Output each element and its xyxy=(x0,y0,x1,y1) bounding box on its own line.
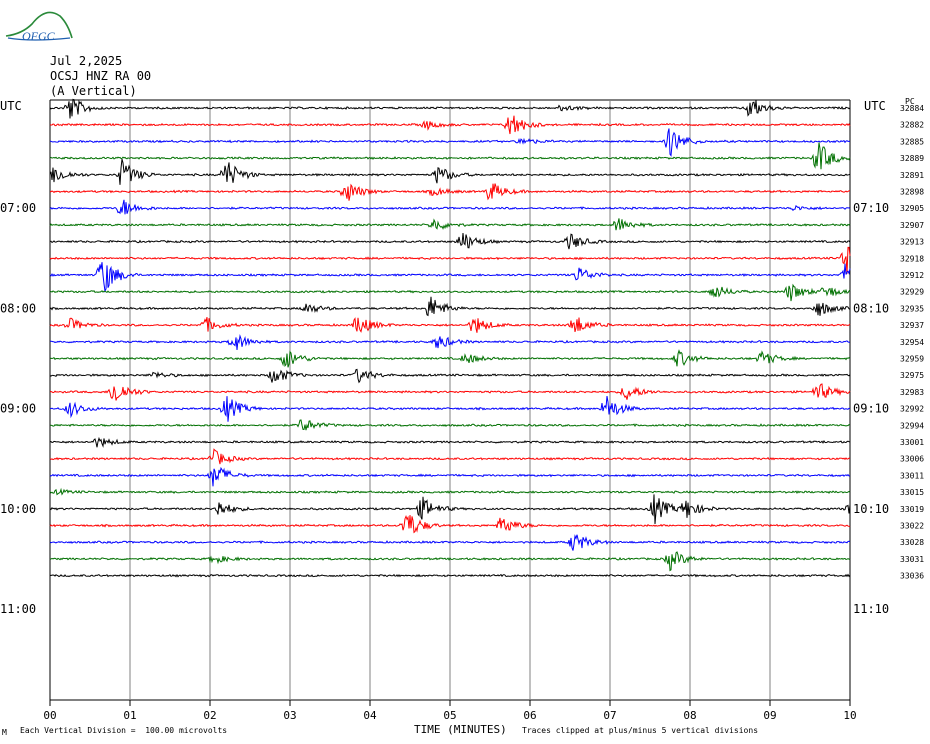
x-tick-label: 05 xyxy=(443,709,456,722)
seismic-trace xyxy=(49,534,851,551)
seismic-trace xyxy=(49,232,851,250)
trace-id-label: 32918 xyxy=(900,254,924,263)
trace-id-label: 32935 xyxy=(900,304,924,313)
x-tick-label: 07 xyxy=(603,709,616,722)
corner-mark: M xyxy=(2,728,7,737)
logo-text: OFGC xyxy=(22,29,56,43)
left-time-label: 11:00 xyxy=(0,602,36,616)
x-tick-label: 08 xyxy=(683,709,696,722)
right-time-label: 08:10 xyxy=(853,301,889,315)
trace-id-label: 32905 xyxy=(900,204,924,213)
clip-note: Traces clipped at plus/minus 5 vertical … xyxy=(522,726,759,735)
trace-id-label: 32959 xyxy=(900,355,924,364)
trace-id-label: 32907 xyxy=(900,221,924,230)
left-time-label: 07:00 xyxy=(0,201,36,215)
seismic-trace xyxy=(49,98,851,119)
trace-id-label: 33028 xyxy=(900,538,924,547)
trace-id-label: 33019 xyxy=(900,505,924,514)
scale-note: Each Vertical Division = 100.00 microvol… xyxy=(20,726,228,735)
seismic-trace xyxy=(49,515,851,534)
seismic-trace xyxy=(49,494,851,525)
right-time-label: 10:10 xyxy=(853,502,889,516)
trace-id-label: 33001 xyxy=(900,438,924,447)
seismic-trace xyxy=(49,199,851,215)
trace-id-label: 32954 xyxy=(900,338,924,347)
seismic-trace xyxy=(49,158,851,185)
seismic-trace xyxy=(49,283,851,302)
seismic-trace xyxy=(49,128,851,157)
seismic-trace xyxy=(49,115,851,135)
seismic-trace xyxy=(49,448,851,465)
x-tick-label: 01 xyxy=(123,709,136,722)
seismic-trace xyxy=(49,551,851,572)
seismic-trace xyxy=(49,262,851,293)
x-tick-label: 10 xyxy=(843,709,856,722)
seismic-trace xyxy=(49,349,851,368)
trace-id-label: 32937 xyxy=(900,321,924,330)
right-timezone-label: UTC xyxy=(864,99,886,113)
trace-id-label: 33015 xyxy=(900,488,924,497)
x-tick-label: 03 xyxy=(283,709,296,722)
seismic-trace xyxy=(49,487,851,496)
trace-id-label: 32885 xyxy=(900,137,924,146)
seismic-trace xyxy=(49,383,851,401)
trace-id-label: 32889 xyxy=(900,154,924,163)
trace-id-label: 32898 xyxy=(900,188,924,197)
seismic-trace xyxy=(49,419,851,431)
seismic-trace xyxy=(49,466,851,487)
trace-id-label: 32882 xyxy=(900,121,924,130)
seismic-trace xyxy=(49,316,851,333)
x-tick-label: 00 xyxy=(43,709,56,722)
trace-id-label: 33011 xyxy=(900,471,924,480)
trace-id-label: 32912 xyxy=(900,271,924,280)
left-time-label: 10:00 xyxy=(0,502,36,516)
ofgc-logo: OFGC xyxy=(5,11,73,43)
trace-id-label: 32975 xyxy=(900,371,924,380)
seismic-trace xyxy=(49,296,851,317)
trace-id-label: 32983 xyxy=(900,388,924,397)
left-time-label: 09:00 xyxy=(0,402,36,416)
left-timezone-label: UTC xyxy=(0,99,22,113)
seismic-trace xyxy=(49,368,851,384)
trace-id-label: 33031 xyxy=(900,555,924,564)
trace-id-label: 32929 xyxy=(900,288,924,297)
trace-id-label: 33036 xyxy=(900,572,924,581)
seismic-trace xyxy=(49,573,851,578)
trace-id-label: 32891 xyxy=(900,171,924,180)
x-tick-label: 06 xyxy=(523,709,536,722)
seismic-trace xyxy=(49,183,851,201)
right-time-label: 11:10 xyxy=(853,602,889,616)
x-tick-label: 04 xyxy=(363,709,377,722)
seismic-trace xyxy=(49,142,851,170)
seismic-trace xyxy=(49,436,851,448)
right-time-label: 07:10 xyxy=(853,201,889,215)
trace-id-label: 32913 xyxy=(900,238,924,247)
seismic-trace xyxy=(49,246,851,274)
trace-id-label: 32992 xyxy=(900,405,924,414)
left-time-label: 08:00 xyxy=(0,301,36,315)
trace-id-label: 33022 xyxy=(900,522,924,531)
right-time-label: 09:10 xyxy=(853,402,889,416)
trace-id-label: 33006 xyxy=(900,455,924,464)
trace-id-label: 32884 xyxy=(900,104,924,113)
x-tick-label: 02 xyxy=(203,709,216,722)
pc-tag: PC xyxy=(905,97,915,106)
station-label: OCSJ HNZ RA 00 xyxy=(50,69,152,83)
seismic-trace xyxy=(49,218,851,231)
component-label: (A Vertical) xyxy=(50,84,137,98)
x-axis-title: TIME (MINUTES) xyxy=(414,723,507,736)
date-label: Jul 2,2025 xyxy=(50,54,123,68)
x-tick-label: 09 xyxy=(763,709,776,722)
trace-id-label: 32994 xyxy=(900,421,924,430)
seismic-trace xyxy=(50,396,851,422)
seismic-trace xyxy=(49,334,850,351)
